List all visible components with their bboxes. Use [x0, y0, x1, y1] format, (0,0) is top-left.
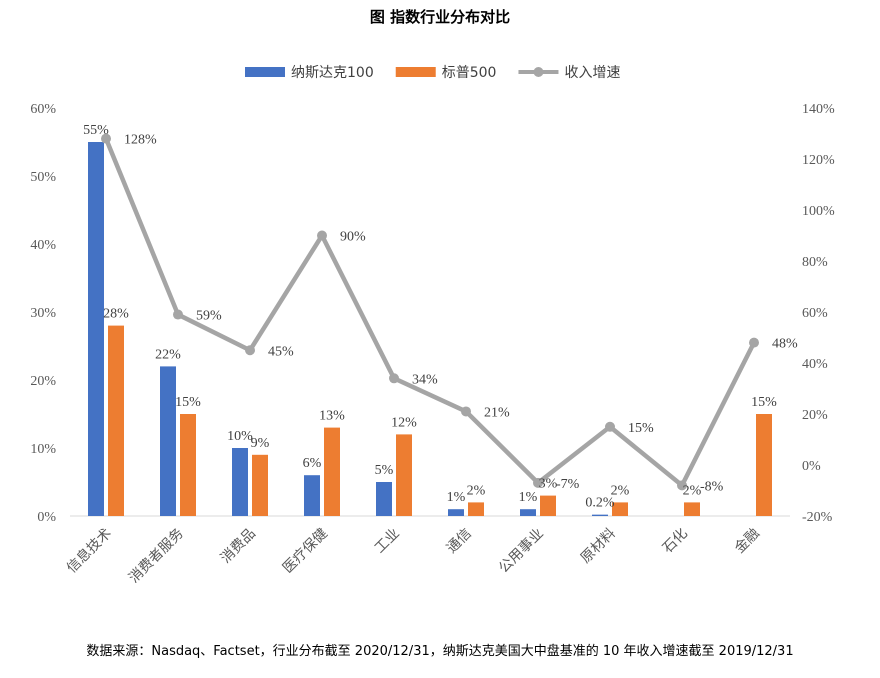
bar-sp500 — [540, 495, 556, 516]
x-category-label: 金融 — [732, 526, 763, 557]
y-left-tick: 20% — [30, 374, 56, 389]
y-left-tick: 0% — [37, 510, 56, 525]
growth-label: -8% — [700, 479, 724, 494]
bar-sp500 — [612, 502, 628, 516]
bar-label-nasdaq100: 6% — [303, 456, 322, 471]
x-category-label: 消费者服务 — [126, 526, 187, 587]
growth-label: -7% — [556, 477, 580, 492]
y-right-tick: 60% — [802, 306, 828, 321]
x-category-label: 工业 — [372, 526, 403, 557]
bar-sp500 — [324, 427, 340, 516]
growth-point — [749, 337, 759, 348]
chart-title: 图 指数行业分布对比 — [370, 8, 510, 26]
bar-label-sp500: 15% — [175, 395, 201, 410]
y-right-tick: 80% — [802, 255, 828, 270]
bar-nasdaq100 — [592, 514, 608, 516]
bar-nasdaq100 — [160, 366, 176, 516]
bar-label-sp500: 15% — [751, 395, 777, 410]
bar-label-nasdaq100: 0.2% — [585, 496, 615, 511]
bar-label-nasdaq100: 1% — [447, 490, 466, 505]
x-category-label: 原材料 — [578, 526, 619, 567]
bar-label-sp500: 2% — [683, 483, 702, 498]
growth-label: 21% — [484, 405, 510, 420]
bar-label-nasdaq100: 10% — [227, 429, 253, 444]
growth-label: 15% — [628, 421, 654, 436]
bar-nasdaq100 — [520, 509, 536, 516]
bar-label-nasdaq100: 1% — [519, 490, 538, 505]
bar-label-nasdaq100: 22% — [155, 347, 181, 362]
growth-point — [389, 373, 399, 384]
growth-point — [533, 477, 543, 488]
legend-swatch — [395, 67, 436, 77]
growth-point — [677, 480, 687, 491]
x-category-label: 公用事业 — [496, 526, 547, 577]
growth-line — [101, 133, 759, 491]
bar-label-sp500: 28% — [103, 307, 129, 322]
legend-marker — [533, 67, 544, 77]
y-left-tick: 60% — [30, 102, 56, 117]
growth-label: 48% — [772, 337, 798, 352]
bar-label-sp500: 2% — [467, 483, 486, 498]
legend-label: 收入增速 — [564, 65, 620, 81]
growth-point — [245, 345, 255, 356]
x-category-label: 信息技术 — [63, 525, 115, 577]
y-right-tick: 20% — [802, 408, 828, 423]
growth-label: 128% — [124, 133, 157, 148]
bar-sp500 — [684, 502, 700, 516]
growth-line-path — [103, 137, 757, 488]
legend-label: 纳斯达克100 — [291, 65, 374, 81]
growth-point — [605, 421, 615, 432]
bar-label-nasdaq100: 55% — [83, 123, 109, 138]
y-right-tick: 0% — [802, 459, 821, 474]
growth-label: 34% — [412, 372, 438, 387]
y-left-tick: 30% — [30, 306, 56, 321]
chart: 图 指数行业分布对比 纳斯达克100 标普500 收入增速 0% 10% 20% 30% 4… — [30, 8, 835, 586]
growth-label: 90% — [340, 230, 366, 245]
bar-nasdaq100 — [232, 448, 248, 516]
growth-point — [461, 406, 471, 417]
bar-label-sp500: 9% — [251, 436, 270, 451]
bar-nasdaq100 — [376, 482, 392, 516]
growth-point — [101, 133, 111, 144]
bar-nasdaq100 — [88, 142, 104, 516]
data-labels: 55% 22% 10% 6% 5% 1% 1% 0.2% 28% 15% 9% 13% 12% 2% 3% 2… — [83, 123, 798, 511]
growth-label: 45% — [268, 344, 294, 359]
axes: 0% 10% 20% 30% 40% 50% 60% -20% 0% 20% 40% 60% 80% 10… — [30, 102, 835, 586]
y-left-tick: 50% — [30, 170, 56, 185]
bar-label-sp500: 12% — [391, 415, 417, 430]
bar-label-sp500: 2% — [611, 483, 630, 498]
bar-sp500 — [396, 434, 412, 516]
bar-sp500 — [252, 454, 268, 516]
growth-point — [173, 309, 183, 320]
y-left-tick: 40% — [30, 238, 56, 253]
bar-label-nasdaq100: 5% — [375, 463, 394, 478]
y-right-tick: 100% — [802, 204, 835, 219]
y-right-tick: 140% — [802, 102, 835, 117]
x-category-label: 医疗保健 — [280, 526, 331, 577]
bar-sp500 — [180, 414, 196, 516]
x-category-label: 通信 — [444, 526, 475, 557]
growth-point — [317, 230, 327, 241]
bar-sp500 — [756, 414, 772, 516]
y-right-tick: 40% — [802, 357, 828, 372]
y-right-tick: -20% — [802, 510, 833, 525]
growth-label: 59% — [196, 309, 222, 324]
bar-nasdaq100 — [448, 509, 464, 516]
bar-sp500 — [468, 502, 484, 516]
bar-label-sp500: 13% — [319, 409, 345, 424]
legend: 纳斯达克100 标普500 收入增速 — [245, 65, 620, 81]
bar-sp500 — [108, 325, 124, 516]
x-category-label: 消费品 — [218, 526, 259, 567]
x-category-label: 石化 — [660, 526, 691, 557]
legend-swatch — [245, 67, 285, 77]
bars — [88, 142, 772, 516]
bar-label-sp500: 3% — [539, 477, 558, 492]
source-note: 数据来源：Nasdaq、Factset，行业分布截至 2020/12/31，纳斯… — [86, 644, 794, 659]
y-right-tick: 120% — [802, 153, 835, 168]
legend-label: 标普500 — [442, 65, 497, 81]
y-left-tick: 10% — [30, 442, 56, 457]
bar-nasdaq100 — [304, 475, 320, 516]
